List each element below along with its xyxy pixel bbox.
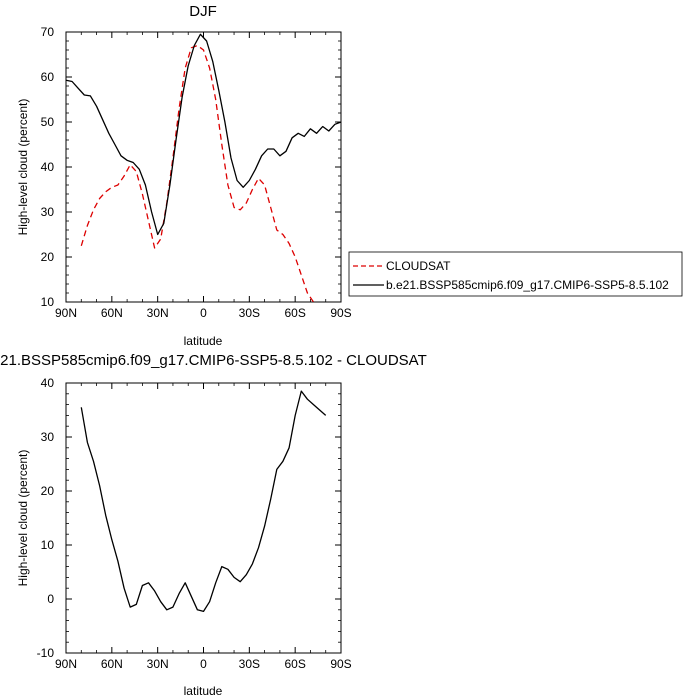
- y-tick-label: 50: [41, 115, 55, 129]
- top-y-axis-label: High-level cloud (percent): [16, 99, 30, 236]
- x-tick-label: 60S: [284, 657, 305, 671]
- x-tick-label: 90S: [330, 306, 351, 320]
- bottom-axis-ticks: 90N 60N 30N 0 30S 60S 90S -10 0 10 20 30 40: [37, 376, 352, 671]
- y-tick-label: 40: [41, 376, 55, 390]
- bottom-panel: b.e21.BSSP585cmip6.f09_g17.CMIP6-SSP5-8.…: [0, 352, 427, 698]
- x-tick-label: 90N: [55, 306, 77, 320]
- top-chart-title: DJF: [189, 3, 217, 20]
- bottom-chart-title: b.e21.BSSP585cmip6.f09_g17.CMIP6-SSP5-8.…: [0, 352, 427, 369]
- bottom-series-lines: [80, 390, 327, 613]
- bottom-plot-frame: [65, 382, 342, 654]
- x-tick-label: 30N: [147, 306, 169, 320]
- top-x-axis-label: latitude: [184, 334, 223, 348]
- y-tick-label: 60: [41, 70, 55, 84]
- series-line-difference: [80, 390, 327, 613]
- y-tick-label: 10: [41, 538, 55, 552]
- top-series-lines: [66, 33, 341, 302]
- y-tick-label: -10: [37, 646, 55, 660]
- x-tick-label: 90N: [55, 657, 77, 671]
- top-panel: DJF latitude High-level cloud (percent) …: [16, 3, 352, 348]
- series-line-b-e21-bssp585cmip6-f09-g17-cmip6-ssp5-8-5-102: [66, 33, 341, 236]
- x-tick-label: 30S: [239, 657, 260, 671]
- y-tick-label: 70: [41, 25, 55, 39]
- bottom-y-axis-label: High-level cloud (percent): [16, 450, 30, 587]
- x-tick-label: 60N: [101, 306, 123, 320]
- y-tick-label: 20: [41, 484, 55, 498]
- y-tick-label: 30: [41, 430, 55, 444]
- top-axis-ticks: 90N 60N 30N 0 30S 60S 90S 10 20 30 40 50 60 70: [41, 25, 352, 320]
- legend-label-model: b.e21.BSSP585cmip6.f09_g17.CMIP6-SSP5-8.…: [386, 278, 669, 292]
- y-tick-label: 40: [41, 160, 55, 174]
- x-tick-label: 60S: [284, 306, 305, 320]
- legend-box: [348, 251, 683, 297]
- y-tick-label: 30: [41, 205, 55, 219]
- x-tick-label: 0: [200, 306, 207, 320]
- top-plot-frame: [65, 31, 342, 303]
- y-tick-label: 20: [41, 250, 55, 264]
- x-tick-label: 30S: [239, 306, 260, 320]
- x-tick-label: 60N: [101, 657, 123, 671]
- x-tick-label: 90S: [330, 657, 351, 671]
- x-tick-label: 30N: [147, 657, 169, 671]
- legend: CLOUDSAT b.e21.BSSP585cmip6.f09_g17.CMIP…: [348, 251, 683, 297]
- bottom-x-axis-label: latitude: [184, 684, 223, 698]
- y-tick-label: 0: [47, 592, 54, 606]
- legend-label-cloudsat: CLOUDSAT: [386, 259, 451, 273]
- series-line-cloudsat: [80, 44, 315, 302]
- x-tick-label: 0: [200, 657, 207, 671]
- y-tick-label: 10: [41, 295, 55, 309]
